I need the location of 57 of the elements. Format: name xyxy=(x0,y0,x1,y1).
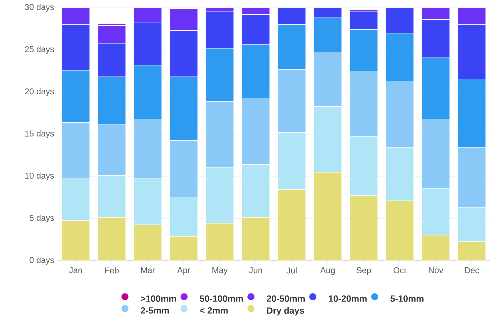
x-tick-label: Apr xyxy=(177,268,190,276)
bar xyxy=(134,224,162,261)
x-tick-label: Jun xyxy=(249,268,262,274)
legend-label: Dry days xyxy=(267,307,304,316)
y-tick-label: 10 days xyxy=(25,172,54,181)
x-tick-label: Jan xyxy=(69,268,82,274)
y-tick-label: 15 days xyxy=(25,130,54,138)
y-tick-label: 20 days xyxy=(25,88,54,96)
legend-label: 5-10mm xyxy=(390,296,424,302)
y-tick-label: 30 days xyxy=(25,4,54,12)
bar xyxy=(458,242,486,261)
y-tick-label: 25 days xyxy=(25,46,54,54)
x-tick-label: Nov xyxy=(429,268,444,274)
legend-label: 10-20mm xyxy=(329,296,367,302)
legend-label: 50-100mm xyxy=(200,296,244,302)
x-tick-label: Feb xyxy=(105,268,119,274)
x-tick-label: Dec xyxy=(465,268,480,274)
bar xyxy=(62,8,90,26)
bar xyxy=(206,12,234,49)
legend-label: 2-5mm xyxy=(141,308,170,314)
bar xyxy=(242,14,270,46)
bar xyxy=(350,196,378,261)
bar xyxy=(422,234,450,261)
x-tick-label: Mar xyxy=(141,268,156,274)
x-tick-label: Jul xyxy=(286,268,297,274)
bar xyxy=(386,200,414,261)
legend-label: >100mm xyxy=(141,296,176,302)
bar xyxy=(62,220,90,261)
bar xyxy=(350,12,378,30)
bar xyxy=(98,217,126,261)
bar xyxy=(206,223,234,261)
x-tick-label: Oct xyxy=(394,268,407,274)
bar xyxy=(98,25,126,44)
bar xyxy=(422,20,450,58)
bar xyxy=(314,172,342,261)
bar xyxy=(170,236,198,261)
bar xyxy=(170,30,198,78)
bar xyxy=(458,8,486,26)
bar xyxy=(422,8,450,20)
bar xyxy=(170,8,198,32)
y-tick-label: 5 days xyxy=(30,214,54,223)
bar xyxy=(278,8,306,26)
bar xyxy=(242,217,270,261)
bar xyxy=(314,8,342,18)
x-tick-label: May xyxy=(212,268,228,276)
bar xyxy=(278,189,306,261)
bar xyxy=(134,8,162,23)
bar xyxy=(62,24,90,71)
bar xyxy=(134,22,162,66)
bar xyxy=(386,8,414,34)
x-tick-label: Aug xyxy=(320,268,335,276)
x-tick-label: Sep xyxy=(356,268,372,276)
y-tick-label: 0 days xyxy=(30,257,54,265)
bar xyxy=(458,24,486,80)
legend-label: 20-50mm xyxy=(266,296,305,302)
bar xyxy=(98,43,126,78)
legend-label: < 2mm xyxy=(200,308,228,314)
